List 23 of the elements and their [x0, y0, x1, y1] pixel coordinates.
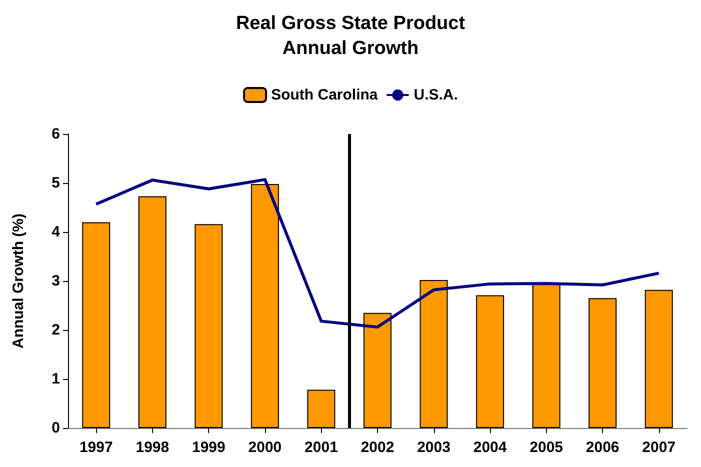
y-tick-label: 1 — [52, 370, 60, 388]
y-tick-label: 4 — [52, 224, 61, 240]
x-tick-label: 2005 — [530, 439, 564, 456]
x-tick-label: 2004 — [473, 439, 508, 456]
x-tick-label: 2007 — [642, 439, 676, 456]
x-tick-label: 1998 — [136, 439, 170, 456]
x-tick-label: 2006 — [586, 439, 620, 456]
y-tick-label: 3 — [52, 272, 60, 290]
y-axis-title: Annual Growth (%) — [10, 214, 27, 348]
y-tick-label: 6 — [52, 126, 60, 142]
line-series — [94, 178, 660, 329]
y-tick-label: 0 — [52, 420, 60, 436]
x-tick-label: 1997 — [79, 439, 113, 456]
y-tick-label: 5 — [52, 174, 60, 192]
x-tick-label: 1999 — [192, 439, 226, 456]
x-tick-label: 2001 — [304, 439, 338, 456]
chart-title: Real Gross State Product Annual Growth — [236, 13, 466, 59]
x-tick-label: 2002 — [360, 439, 394, 456]
x-tick-label: 2000 — [248, 439, 282, 456]
y-tick-label: 2 — [52, 322, 60, 338]
legend-label: South Carolina — [271, 86, 378, 104]
legend-label: U.S.A. — [414, 86, 458, 104]
x-tick-label: 2003 — [417, 439, 450, 456]
